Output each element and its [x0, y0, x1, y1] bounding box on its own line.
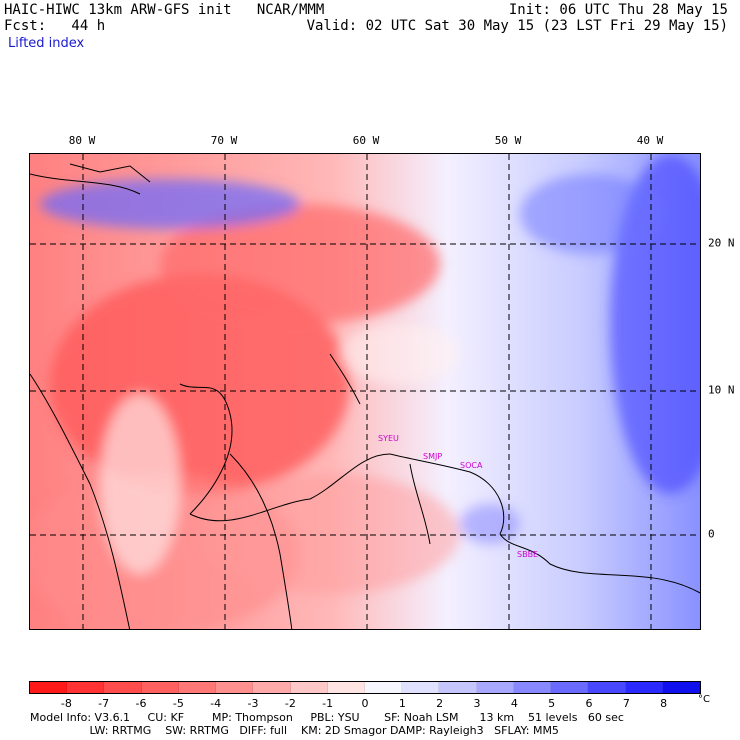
lon-label: 50 W — [494, 134, 522, 147]
colorbar-tick-label: -8 — [60, 697, 72, 710]
colorbar — [29, 681, 701, 694]
colorbar-segment — [30, 682, 68, 693]
colorbar-segment — [439, 682, 477, 693]
colorbar-segment — [551, 682, 589, 693]
colorbar-tick-label: 7 — [622, 697, 630, 710]
colorbar-segment — [588, 682, 626, 693]
colorbar-tick-label: -6 — [135, 697, 147, 710]
model-info-line1: Model Info: V3.6.1 CU: KF MP: Thompson P… — [30, 711, 624, 724]
colorbar-segment — [513, 682, 552, 693]
colorbar-tick-label: 5 — [548, 697, 556, 710]
colorbar-tick-label: 6 — [585, 697, 593, 710]
colorbar-segment — [178, 682, 217, 693]
title-line: HAIC-HIWC 13km ARW-GFS init NCAR/MMM — [4, 2, 325, 18]
colorbar-segment — [364, 682, 403, 693]
coastlines — [30, 163, 700, 629]
station-label: SBBE — [517, 550, 538, 559]
colorbar-tick-label: 0 — [361, 697, 369, 710]
colorbar-tick-label: 4 — [510, 697, 518, 710]
field-name: Lifted index — [8, 36, 85, 51]
lon-label: 40 W — [636, 134, 664, 147]
forecast-hour: Fcst: 44 h — [4, 18, 106, 34]
lon-label: 80 W — [68, 134, 96, 147]
colorbar-tick-label: -3 — [247, 697, 259, 710]
map-canvas: SYEU SMJP SOCA SBBE — [30, 154, 700, 629]
colorbar-tick-label: -5 — [172, 697, 184, 710]
colorbar-segment — [625, 682, 663, 693]
graticule — [30, 154, 700, 629]
lon-label: 60 W — [352, 134, 380, 147]
lat-label: 10 N — [708, 383, 735, 397]
colorbar-tick-label: -1 — [322, 697, 334, 710]
colorbar-segment — [402, 682, 440, 693]
lat-label: 0 — [708, 527, 715, 541]
colorbar-tick-label: -7 — [98, 697, 110, 710]
colorbar-segment — [253, 682, 291, 693]
lon-label: 70 W — [210, 134, 238, 147]
colorbar-tick-label: 2 — [436, 697, 444, 710]
field-shading — [30, 154, 700, 629]
colorbar-tick-label: 8 — [660, 697, 668, 710]
colorbar-tick-label: -4 — [210, 697, 222, 710]
colorbar-segment — [290, 682, 328, 693]
lat-label: 20 N — [708, 236, 735, 250]
model-info-line2: LW: RRTMG SW: RRTMG DIFF: full KM: 2D Sm… — [30, 724, 559, 737]
colorbar-segment — [104, 682, 142, 693]
colorbar-tick-label: -2 — [284, 697, 296, 710]
station-label: SOCA — [460, 461, 483, 470]
valid-time: Valid: 02 UTC Sat 30 May 15 (23 LST Fri … — [306, 18, 728, 34]
colorbar-unit: °C — [698, 694, 710, 705]
colorbar-segment — [476, 682, 514, 693]
colorbar-segment — [216, 682, 254, 693]
colorbar-segment — [662, 682, 700, 693]
colorbar-segment — [67, 682, 105, 693]
colorbar-segment — [327, 682, 365, 693]
colorbar-tick-label: 3 — [473, 697, 481, 710]
lifted-index-map: SYEU SMJP SOCA SBBE — [29, 153, 701, 630]
colorbar-tick-label: 1 — [398, 697, 406, 710]
station-label: SYEU — [378, 434, 399, 443]
init-time: Init: 06 UTC Thu 28 May 15 — [508, 2, 728, 18]
colorbar-segment — [141, 682, 179, 693]
station-label: SMJP — [423, 452, 442, 461]
